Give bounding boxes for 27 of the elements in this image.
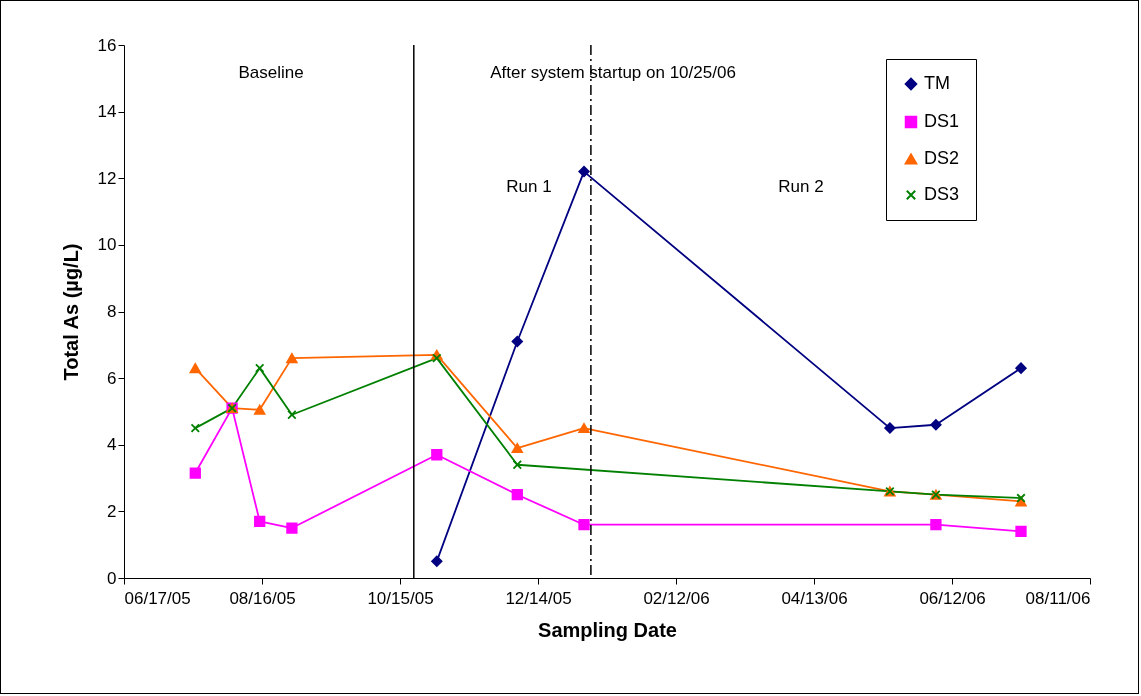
- annotation: Baseline: [238, 63, 304, 82]
- x-tick-label: 10/15/05: [367, 588, 434, 608]
- y-tick-label: 16: [97, 35, 117, 55]
- y-tick-label: 10: [97, 235, 117, 255]
- x-tick-label: 04/13/06: [781, 588, 848, 608]
- y-tick-label: 2: [107, 501, 117, 521]
- y-tick-label: 6: [107, 368, 117, 388]
- x-axis-title: Sampling Date: [538, 618, 677, 641]
- y-tick-label: 8: [107, 302, 117, 321]
- x-tick-label: 08/16/05: [229, 588, 296, 608]
- legend-label: DS1: [924, 111, 960, 131]
- y-tick-label: 0: [107, 568, 117, 588]
- annotation: Run 1: [506, 177, 552, 196]
- x-tick-label: 06/12/06: [919, 588, 986, 608]
- annotation: After system startup on 10/25/06: [490, 63, 736, 82]
- legend-label: DS3: [924, 184, 960, 204]
- y-axis-title: Total As (µg/L): [59, 243, 82, 381]
- y-tick-label: 14: [97, 102, 117, 122]
- annotation: Run 2: [778, 177, 824, 196]
- y-tick-label: 4: [107, 435, 117, 455]
- x-tick-label: 08/11/06: [1025, 588, 1091, 608]
- x-tick-label: 12/14/05: [505, 588, 572, 608]
- x-tick-label: 06/17/05: [124, 588, 191, 608]
- legend-label: DS2: [924, 148, 960, 168]
- legend-label: TM: [924, 73, 950, 93]
- y-tick-label: 12: [97, 168, 117, 188]
- x-tick-label: 02/12/06: [643, 588, 710, 608]
